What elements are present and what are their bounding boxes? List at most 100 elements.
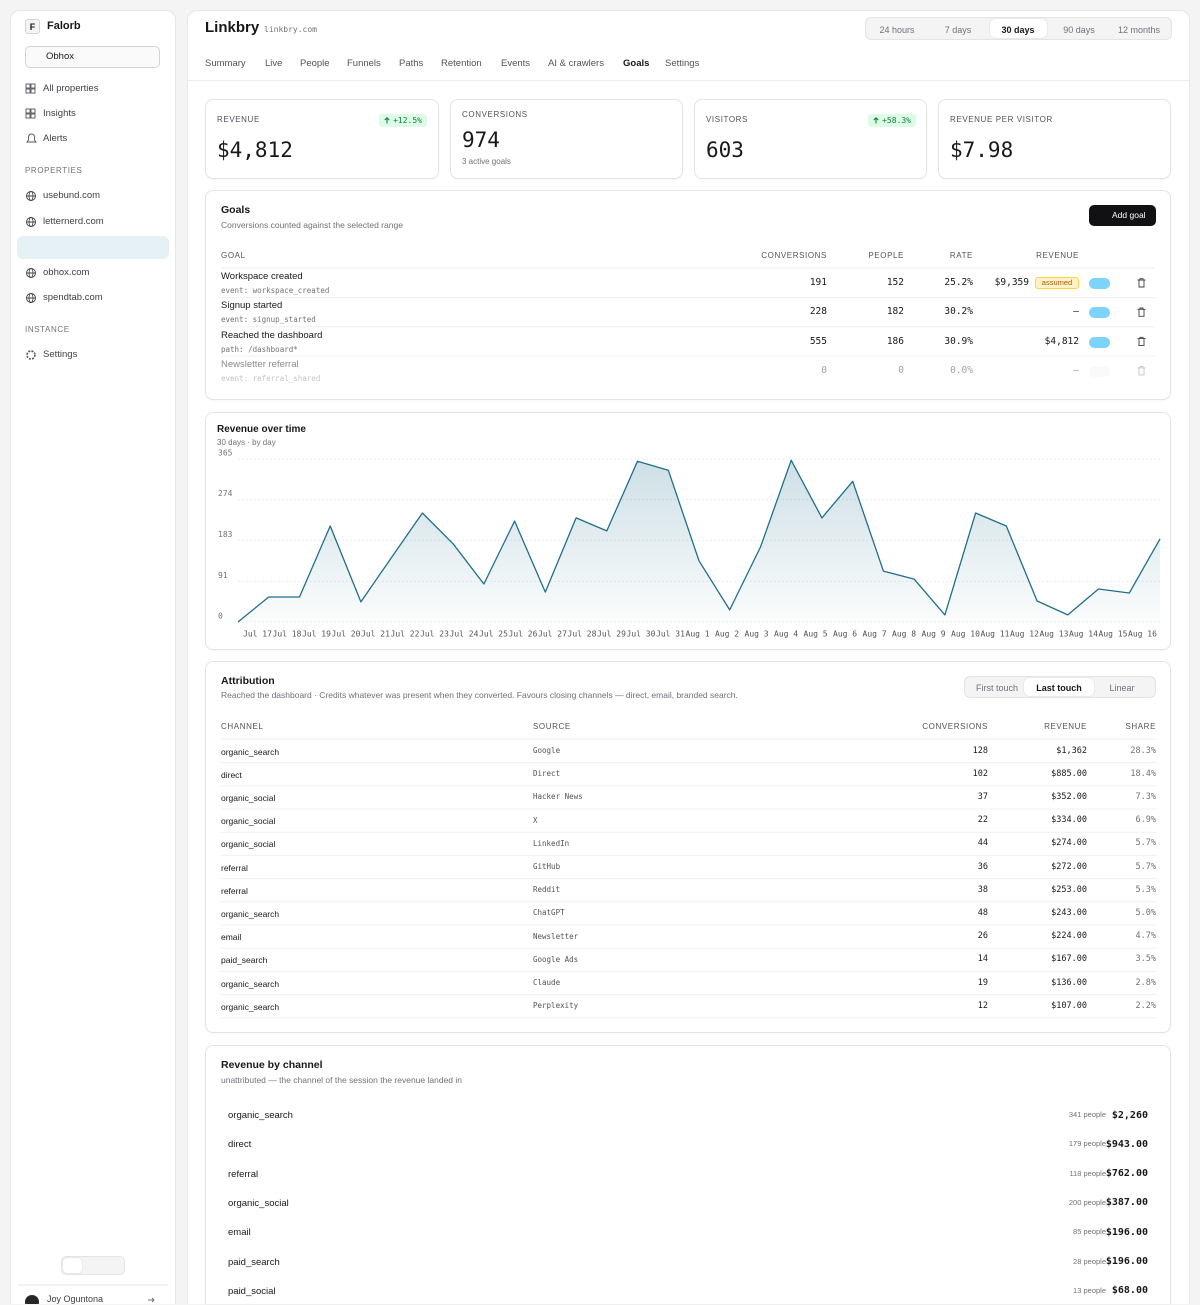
channel: organic_search [221,1001,280,1012]
nav-tab[interactable]: Retention [441,58,482,69]
revenue: $107.00 [1051,1000,1087,1011]
revenue: $136.00 [1051,977,1087,988]
goal-toggle[interactable] [1089,365,1110,377]
source: Newsletter [533,931,579,941]
attribution-card [205,661,1171,1033]
model-option-active[interactable] [1024,678,1094,696]
workspace-select[interactable] [25,46,160,68]
range-option[interactable]: 90 days [1063,24,1095,35]
revenue: $272.00 [1051,861,1087,872]
nav-item[interactable]: Settings [43,349,78,360]
nav-item[interactable]: Alerts [43,133,68,144]
share: 5.7% [1135,838,1156,849]
card-subtitle: Conversions counted against the selected… [221,219,403,230]
kpi-label: REVENUE PER VISITOR [950,115,1053,124]
assumed-badge [1035,277,1079,289]
nav-tab[interactable]: AI & crawlers [548,58,604,69]
add-goal-button[interactable] [1089,205,1156,226]
goal-revenue: $4,812 [1044,335,1079,347]
range-option[interactable]: 24 hours [879,24,915,35]
goal-conversions: 0 [821,364,827,376]
card-title: Attribution [221,675,275,687]
column-header: SHARE [1125,722,1156,731]
user-name: Joy Oguntona [47,1294,104,1304]
channel-revenue: $943.00 [1105,1138,1148,1150]
goal-conversions: 191 [809,277,827,288]
source: X [533,815,538,825]
model-option[interactable]: Linear [1109,682,1135,693]
column-header: PEOPLE [868,251,904,260]
delta-text: +58.3% [882,116,911,125]
conversions: 102 [972,768,988,779]
goal-rate: 30.2% [944,306,973,318]
share: 2.2% [1135,1000,1156,1011]
nav-tab[interactable]: Settings [665,58,700,69]
channel: email [221,932,242,943]
nav-tab[interactable]: Live [265,58,283,69]
section-label: PROPERTIES [25,166,83,175]
share: 2.8% [1135,977,1156,988]
card-subtitle: Reached the dashboard · Credits whatever… [221,689,738,700]
model-option[interactable]: Last touch [1036,682,1082,693]
nav-tab[interactable]: Events [501,58,531,69]
column-header: REVENUE [1036,251,1079,260]
channel-revenue: $196.00 [1105,1226,1148,1238]
goal-people: 182 [886,306,904,318]
badge-label: assumed [1041,278,1073,287]
theme-option-active[interactable] [63,1258,82,1273]
channel-name: organic_social [228,1197,289,1209]
goals-card [205,190,1171,400]
card-title: Goals [221,204,251,216]
goal-revenue: — [1073,306,1079,318]
kpi-card [205,99,439,179]
property-item[interactable]: letternerd.com [43,216,104,227]
source: Google [533,746,561,755]
source: Reddit [533,885,561,895]
range-option[interactable]: 30 days [1001,24,1035,35]
channel-name: referral [228,1168,259,1180]
kpi-value: 603 [706,137,744,162]
goal-toggle[interactable] [1089,336,1110,348]
property-item[interactable]: obhox.com [43,267,90,278]
kpi-value: 974 [462,127,500,152]
model-option[interactable]: First touch [975,682,1018,693]
nav-tab[interactable]: People [300,58,330,69]
conversions: 36 [977,861,988,872]
range-option[interactable]: 7 days [944,24,972,35]
channel: organic_social [221,839,276,850]
goal-toggle[interactable] [1089,278,1110,289]
channel: referral [221,885,248,896]
nav-tab[interactable]: Paths [399,58,424,69]
source: Perplexity [533,1001,579,1011]
column-header: CONVERSIONS [761,251,827,260]
nav-tab[interactable]: Summary [205,58,246,69]
source: Google Ads [533,954,579,964]
source: GitHub [533,862,561,871]
button-label: Add goal [1112,210,1146,220]
property-item[interactable]: usebund.com [43,190,101,201]
tab-divider [187,80,1190,81]
nav-item[interactable]: All properties [43,83,99,94]
channel-revenue: $2,260 [1111,1109,1148,1121]
column-header: RATE [949,251,973,260]
property-item[interactable]: spendtab.com [43,292,103,303]
goal-detail: event: signup_started [221,315,316,325]
kpi-card [938,99,1171,179]
range-option-active[interactable] [990,19,1047,38]
conversions: 37 [977,791,988,802]
nav-tab[interactable]: Goals [623,58,650,69]
nav-tab[interactable]: Funnels [347,58,381,69]
share: 4.7% [1135,931,1156,942]
nav-item[interactable]: Insights [43,108,76,119]
channel: organic_social [221,816,276,827]
conversions: 26 [977,931,988,942]
channel: referral [221,862,248,873]
goal-toggle[interactable] [1089,307,1110,319]
range-option[interactable]: 12 months [1117,24,1161,35]
channel-name: email [228,1227,251,1239]
channel-people: 118 people [1069,1168,1106,1178]
goal-name: Reached the dashboard [221,329,323,341]
conversions: 12 [977,1000,988,1011]
selected-property-row[interactable] [17,236,169,259]
revenue: $1,362 [1056,745,1087,756]
